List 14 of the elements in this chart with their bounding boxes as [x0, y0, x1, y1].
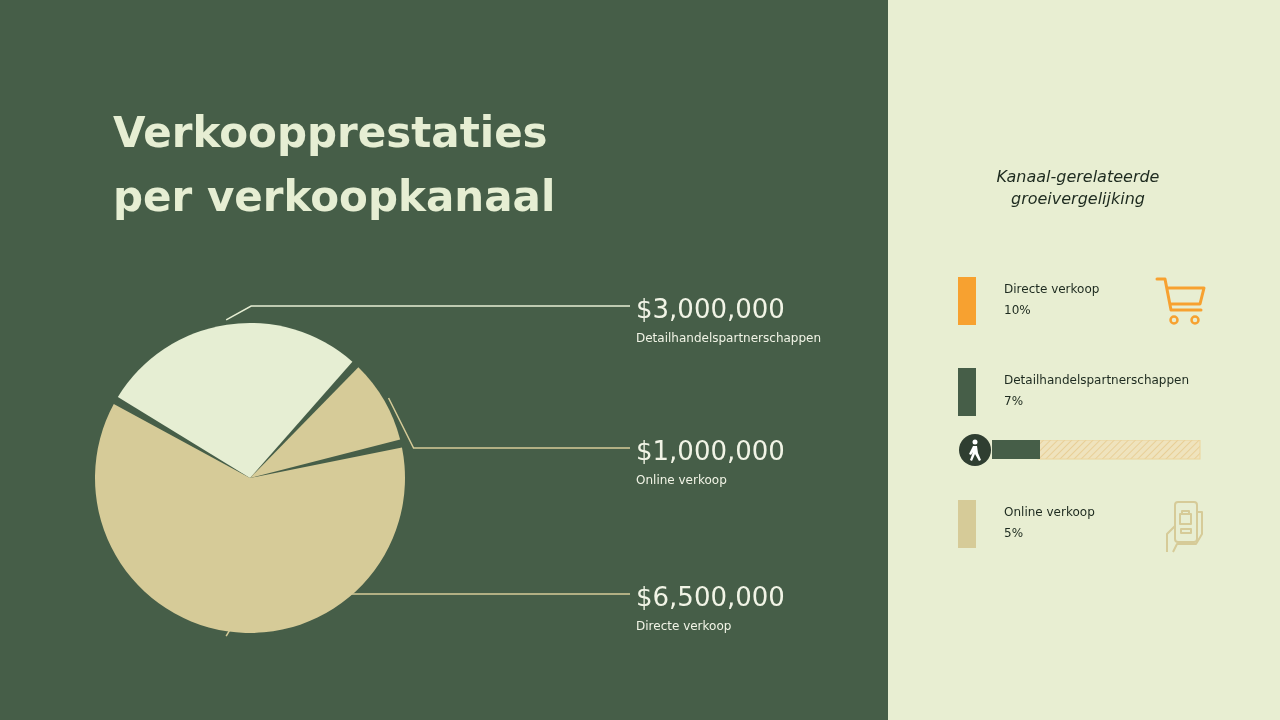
data-label: $1,000,000 — [636, 436, 785, 466]
slice-label: Detailhandelspartnerschappen — [636, 331, 822, 345]
text: 10% — [1004, 303, 1031, 317]
text: 7% — [1004, 394, 1024, 408]
slice-label: Online verkoop — [636, 473, 727, 487]
category-label: Detailhandelspartnerschappen — [1004, 373, 1190, 387]
slice-label: Directe verkoop — [636, 619, 732, 633]
text: Kanaal-gerelateerde groeivergelijking — [995, 166, 1161, 210]
data-label: $6,500,000 — [636, 582, 785, 612]
category-label: Online verkoop — [1004, 505, 1095, 519]
data-label: $3,000,000 — [636, 294, 785, 324]
category-label: Directe verkoop — [1004, 282, 1100, 296]
chart-title: Verkoopprestaties per verkoopkanaal — [113, 107, 563, 221]
text: 5% — [1004, 526, 1024, 540]
